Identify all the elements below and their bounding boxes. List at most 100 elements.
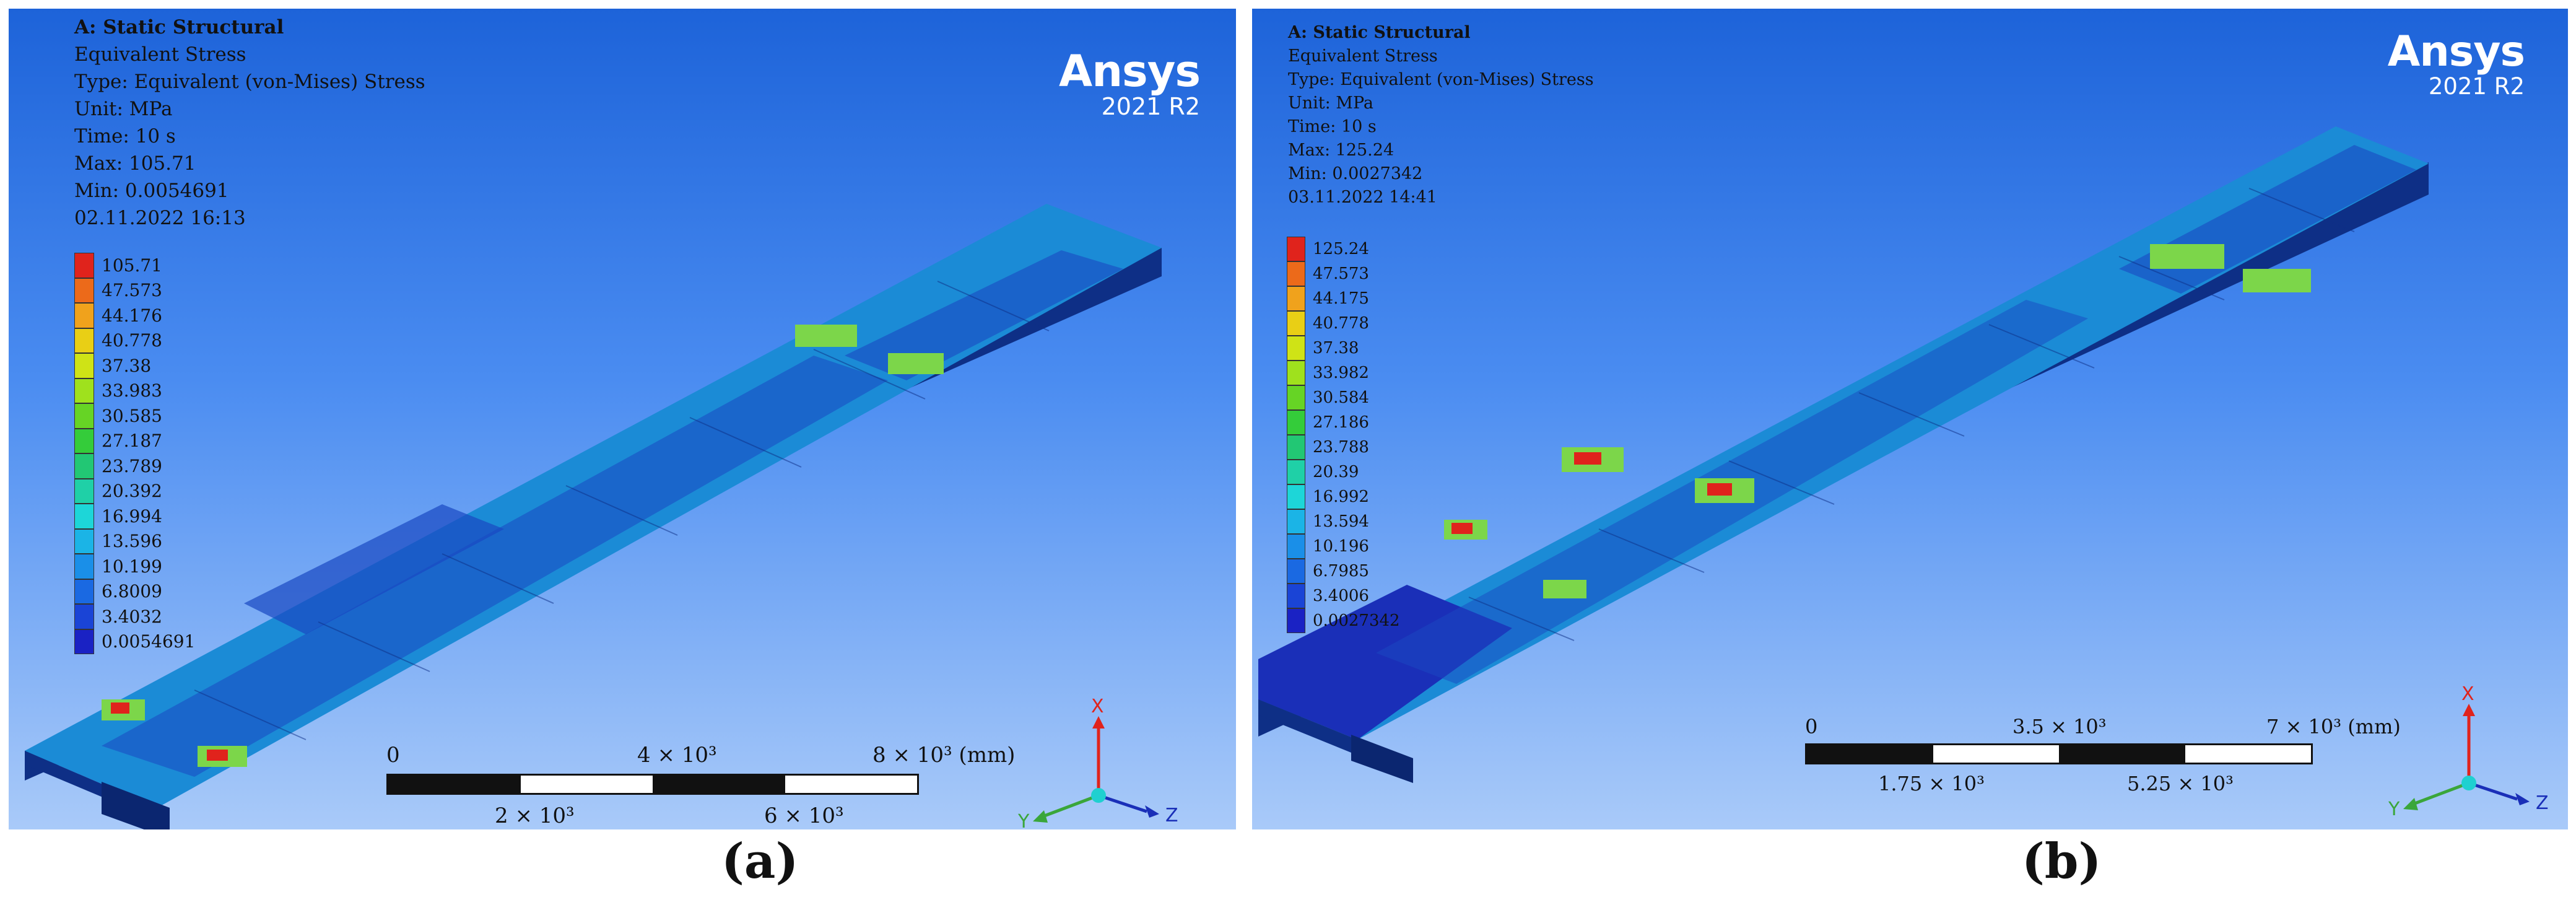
legend-swatch — [74, 554, 94, 579]
ansys-logo: Ansys 2021 R2 — [1059, 46, 1201, 119]
legend-label: 3.4032 — [102, 606, 162, 627]
legend-row: 6.7985 — [1287, 559, 1400, 584]
legend-swatch — [74, 528, 94, 554]
scale-segment — [2059, 745, 2185, 763]
legend-swatch — [74, 453, 94, 479]
ansys-logo: Ansys 2021 R2 — [2388, 30, 2525, 99]
stress-hotspot-peak — [1707, 483, 1732, 496]
axis-triad[interactable]: X Z Y — [1006, 690, 1191, 829]
legend-row: 125.24 — [1287, 237, 1400, 261]
deck-lip — [1258, 699, 1357, 755]
legend-swatch — [74, 428, 94, 453]
legend-label: 20.39 — [1313, 463, 1359, 481]
legend-swatch — [1287, 509, 1305, 534]
legend-row: 44.175 — [1287, 286, 1400, 311]
scale-tick-mid: 4 × 10³ — [637, 743, 717, 768]
scale-segment — [520, 776, 653, 793]
legend-swatch — [74, 478, 94, 504]
z-axis-line — [2468, 781, 2518, 801]
legend-label: 20.392 — [102, 481, 162, 502]
result-min: Min: 0.0027342 — [1288, 164, 1423, 183]
legend-label: 16.992 — [1313, 488, 1369, 506]
caption-b: (b) — [2022, 833, 2102, 890]
scale-ruler: 0 3.5 × 10³ 7 × 10³ (mm) 1.75 × 10³ 5.25… — [1805, 715, 2401, 802]
result-min: Min: 0.0054691 — [74, 180, 229, 202]
legend-swatch — [1287, 237, 1305, 261]
scale-tick-quarter: 2 × 10³ — [495, 803, 575, 828]
legend-row: 27.186 — [1287, 410, 1400, 435]
legend-label: 27.186 — [1313, 413, 1369, 432]
scale-tick-mid: 3.5 × 10³ — [2012, 715, 2107, 738]
panel-a-viewport[interactable]: A: Static Structural Equivalent Stress T… — [9, 9, 1236, 829]
stress-hotspot — [2150, 244, 2224, 269]
scale-tick-end: 7 × 10³ (mm) — [2266, 715, 2401, 738]
panel-b-viewport[interactable]: A: Static Structural Equivalent Stress T… — [1252, 9, 2568, 829]
legend-swatch — [1287, 385, 1305, 410]
z-axis-label: Z — [1165, 805, 1178, 826]
triad-origin — [2461, 776, 2476, 790]
scale-tick-0: 0 — [386, 743, 400, 768]
stress-model-a — [25, 204, 1162, 829]
legend-label: 13.596 — [102, 531, 162, 552]
scale-bar — [386, 774, 919, 795]
legend-swatch — [1287, 534, 1305, 559]
scale-segment — [653, 776, 785, 793]
deck-ribs — [194, 281, 1050, 740]
legend-row: 44.176 — [74, 303, 195, 328]
legend-swatch — [74, 403, 94, 429]
deck-band — [244, 504, 504, 634]
legend-swatch — [74, 353, 94, 378]
scale-tick-0: 0 — [1805, 715, 1818, 738]
legend-row: 40.778 — [1287, 311, 1400, 336]
legend-swatch — [1287, 311, 1305, 336]
legend-swatch — [74, 504, 94, 529]
legend-swatch — [1287, 286, 1305, 311]
legend-swatch — [1287, 584, 1305, 608]
legend-row: 105.71 — [74, 253, 195, 278]
analysis-title: A: Static Structural — [1288, 23, 1471, 42]
legend-swatch — [74, 303, 94, 328]
scale-tick-end: 8 × 10³ (mm) — [872, 743, 1016, 768]
legend-label: 40.778 — [102, 330, 162, 351]
legend-row: 30.585 — [74, 403, 195, 429]
legend-label: 0.0027342 — [1313, 611, 1400, 630]
x-axis-label: X — [1091, 696, 1104, 717]
stress-hotspot — [888, 353, 944, 374]
legend-label: 44.176 — [102, 305, 162, 326]
legend-row: 33.982 — [1287, 361, 1400, 385]
legend-row: 16.992 — [1287, 484, 1400, 509]
stress-hotspot — [795, 325, 857, 347]
y-axis-label: Y — [2388, 799, 2400, 820]
legend-label: 125.24 — [1313, 240, 1369, 258]
deck-band — [102, 356, 888, 777]
legend-row: 0.0027342 — [1287, 608, 1400, 633]
color-legend[interactable]: 105.71 47.573 44.176 40.778 37.38 33.983… — [74, 253, 195, 654]
legend-swatch — [74, 328, 94, 353]
y-axis-arrow — [1033, 810, 1048, 823]
z-axis-line — [1098, 794, 1147, 813]
legend-swatch — [74, 629, 94, 654]
deck-band — [845, 250, 1123, 380]
legend-swatch — [74, 579, 94, 604]
result-unit: Unit: MPa — [1288, 94, 1374, 113]
legend-row: 13.596 — [74, 528, 195, 554]
legend-row: 6.8009 — [74, 579, 195, 604]
legend-label: 6.7985 — [1313, 562, 1369, 580]
legend-label: 13.594 — [1313, 512, 1369, 531]
color-legend[interactable]: 125.24 47.573 44.175 40.778 37.38 33.982… — [1287, 237, 1400, 633]
result-info: A: Static Structural Equivalent Stress T… — [1288, 21, 1594, 209]
analysis-title: A: Static Structural — [74, 16, 284, 38]
result-unit: Unit: MPa — [74, 98, 173, 120]
legend-swatch — [1287, 484, 1305, 509]
result-info: A: Static Structural Equivalent Stress T… — [74, 14, 425, 232]
axis-triad[interactable]: X Z Y — [2376, 678, 2562, 826]
scale-tick-three-quarter: 5.25 × 10³ — [2127, 772, 2234, 795]
legend-label: 47.573 — [102, 280, 162, 301]
legend-swatch — [74, 378, 94, 403]
brand-name: Ansys — [1059, 46, 1201, 97]
legend-label: 10.199 — [102, 556, 162, 577]
scale-segment — [388, 776, 521, 793]
legend-row: 37.38 — [74, 353, 195, 378]
legend-label: 40.778 — [1313, 314, 1369, 333]
legend-row: 23.789 — [74, 453, 195, 479]
